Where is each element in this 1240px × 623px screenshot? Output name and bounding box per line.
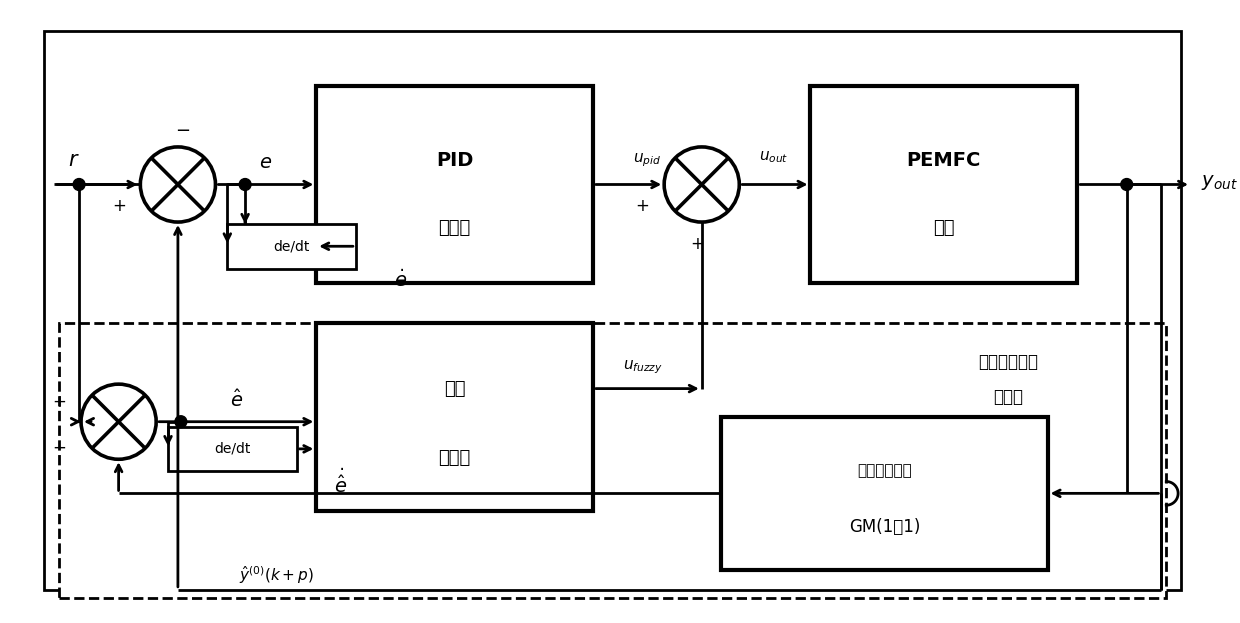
Text: $u_{pid}$: $u_{pid}$ [634, 151, 661, 169]
Circle shape [175, 416, 187, 427]
Text: $u_{out}$: $u_{out}$ [759, 149, 789, 164]
Text: PEMFC: PEMFC [906, 151, 981, 170]
Text: 灰色预测模糊: 灰色预测模糊 [978, 353, 1038, 371]
Text: 灰色预测模块: 灰色预测模块 [857, 463, 911, 478]
Text: $\dot{e}$: $\dot{e}$ [394, 270, 407, 291]
Text: 模糊: 模糊 [444, 379, 465, 397]
Circle shape [81, 384, 156, 459]
Bar [167, 427, 296, 471]
Text: $+$: $+$ [689, 235, 704, 253]
Text: de/dt: de/dt [273, 239, 310, 254]
Text: PID: PID [436, 151, 474, 170]
Circle shape [665, 147, 739, 222]
Bar [811, 85, 1078, 283]
Circle shape [140, 147, 216, 222]
Text: 电堆: 电堆 [934, 219, 955, 237]
Bar [60, 323, 1167, 597]
Text: 控制器: 控制器 [439, 219, 471, 237]
Text: $y_{out}$: $y_{out}$ [1200, 173, 1238, 192]
Text: $+$: $+$ [52, 393, 67, 411]
Text: 控制器: 控制器 [439, 449, 471, 467]
Text: $\dot{\hat{e}}$: $\dot{\hat{e}}$ [335, 468, 347, 497]
Text: $r$: $r$ [68, 150, 79, 170]
Circle shape [73, 179, 86, 191]
Bar [316, 85, 593, 283]
Text: $+$: $+$ [635, 197, 650, 215]
Text: de/dt: de/dt [215, 442, 250, 456]
Bar [316, 323, 593, 511]
Bar [227, 224, 356, 269]
Text: $e$: $e$ [259, 153, 273, 172]
Text: $+$: $+$ [112, 197, 125, 215]
Text: $-$: $-$ [175, 120, 191, 138]
Text: $u_{fuzzy}$: $u_{fuzzy}$ [622, 358, 662, 376]
Circle shape [1121, 179, 1132, 191]
Text: 控制器: 控制器 [993, 388, 1023, 406]
Text: $\hat{e}$: $\hat{e}$ [229, 389, 243, 411]
Bar [722, 417, 1048, 570]
Text: GM(1，1): GM(1，1) [849, 518, 920, 536]
Text: $\hat{y}^{(0)}(k+p)$: $\hat{y}^{(0)}(k+p)$ [239, 564, 314, 586]
Circle shape [239, 179, 250, 191]
Text: $-$: $-$ [52, 437, 67, 455]
